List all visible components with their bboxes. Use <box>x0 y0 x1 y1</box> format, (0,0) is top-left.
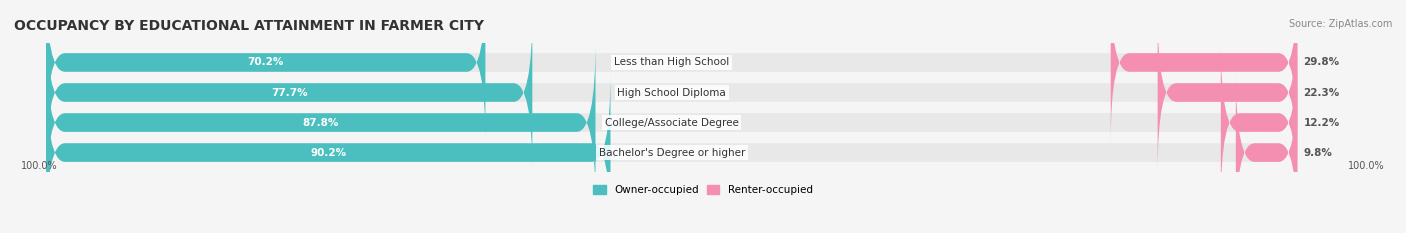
Text: 70.2%: 70.2% <box>247 58 284 68</box>
FancyBboxPatch shape <box>1236 72 1298 233</box>
Text: 77.7%: 77.7% <box>271 88 308 97</box>
Text: Bachelor's Degree or higher: Bachelor's Degree or higher <box>599 147 745 158</box>
Text: 90.2%: 90.2% <box>311 147 346 158</box>
Text: High School Diploma: High School Diploma <box>617 88 725 97</box>
Text: 12.2%: 12.2% <box>1303 117 1340 127</box>
Text: 100.0%: 100.0% <box>1348 161 1385 171</box>
Text: Less than High School: Less than High School <box>614 58 730 68</box>
Text: College/Associate Degree: College/Associate Degree <box>605 117 738 127</box>
FancyBboxPatch shape <box>46 42 1298 203</box>
Text: 29.8%: 29.8% <box>1303 58 1340 68</box>
Text: 87.8%: 87.8% <box>302 117 339 127</box>
FancyBboxPatch shape <box>46 72 1298 233</box>
FancyBboxPatch shape <box>46 12 533 173</box>
FancyBboxPatch shape <box>1220 42 1298 203</box>
FancyBboxPatch shape <box>46 12 1298 173</box>
FancyBboxPatch shape <box>46 72 610 233</box>
FancyBboxPatch shape <box>46 42 596 203</box>
FancyBboxPatch shape <box>1111 0 1298 143</box>
Text: 22.3%: 22.3% <box>1303 88 1340 97</box>
Text: OCCUPANCY BY EDUCATIONAL ATTAINMENT IN FARMER CITY: OCCUPANCY BY EDUCATIONAL ATTAINMENT IN F… <box>14 19 484 33</box>
Text: 100.0%: 100.0% <box>21 161 58 171</box>
Legend: Owner-occupied, Renter-occupied: Owner-occupied, Renter-occupied <box>593 185 813 195</box>
FancyBboxPatch shape <box>1157 12 1298 173</box>
Text: 9.8%: 9.8% <box>1303 147 1333 158</box>
Text: Source: ZipAtlas.com: Source: ZipAtlas.com <box>1288 19 1392 29</box>
FancyBboxPatch shape <box>46 0 485 143</box>
FancyBboxPatch shape <box>46 0 1298 143</box>
